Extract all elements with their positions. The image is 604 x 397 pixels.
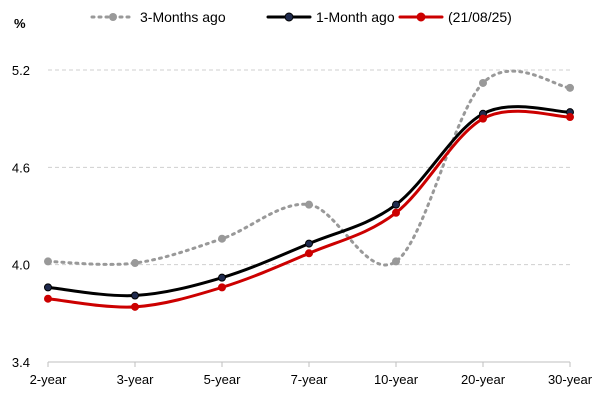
data-point-1-month-ago bbox=[218, 273, 226, 282]
data-point-21-08-25 bbox=[44, 294, 52, 303]
data-point-21-08-25 bbox=[392, 208, 400, 217]
data-point-1-month-ago bbox=[392, 200, 400, 209]
data-point-21-08-25 bbox=[479, 114, 487, 123]
legend: 3-Months ago 1-Month ago (21/08/25) bbox=[90, 9, 512, 25]
series-line-3-months-ago bbox=[46, 69, 572, 267]
data-point-1-month-ago bbox=[131, 291, 139, 300]
legend-item-21-08-25: (21/08/25) bbox=[398, 9, 512, 25]
data-point-3-months-ago bbox=[479, 78, 487, 87]
data-point-3-months-ago bbox=[305, 200, 313, 209]
data-point-1-month-ago bbox=[305, 239, 313, 248]
data-point-3-months-ago bbox=[218, 234, 226, 243]
y-axis-unit-label: % bbox=[14, 16, 26, 31]
data-point-1-month-ago bbox=[44, 283, 52, 292]
y-tick-label: 4.0 bbox=[12, 258, 30, 273]
y-tick-label: 3.4 bbox=[12, 355, 30, 370]
x-tick-label: 2-year bbox=[30, 372, 68, 387]
y-tick-label: 4.6 bbox=[12, 160, 30, 175]
legend-item-1-month-ago: 1-Month ago bbox=[266, 9, 395, 25]
legend-label: (21/08/25) bbox=[448, 9, 512, 25]
data-point-21-08-25 bbox=[305, 249, 313, 258]
legend-item-3-months-ago: 3-Months ago bbox=[90, 9, 226, 25]
series-layer bbox=[44, 69, 574, 311]
data-point-3-months-ago bbox=[566, 83, 574, 92]
legend-label: 1-Month ago bbox=[316, 9, 395, 25]
axis-layer: 3.4 4.0 4.6 5.2 2-year 3-year 5-year 7-year 10-y… bbox=[12, 63, 593, 387]
y-tick-label: 5.2 bbox=[12, 63, 30, 78]
x-tick-label: 30-year bbox=[548, 372, 593, 387]
x-tick-label: 7-year bbox=[291, 372, 329, 387]
x-tick-label: 3-year bbox=[117, 372, 155, 387]
x-tick-label: 10-year bbox=[374, 372, 419, 387]
legend-swatch-marker bbox=[109, 13, 117, 21]
data-point-3-months-ago bbox=[131, 259, 139, 268]
data-point-21-08-25 bbox=[131, 302, 139, 311]
legend-swatch-marker bbox=[416, 12, 426, 22]
legend-label: 3-Months ago bbox=[140, 9, 226, 25]
series-line-21-08-25 bbox=[46, 109, 572, 309]
data-point-21-08-25 bbox=[218, 283, 226, 292]
data-point-3-months-ago bbox=[44, 257, 52, 266]
x-tick-label: 5-year bbox=[204, 372, 242, 387]
data-point-21-08-25 bbox=[566, 113, 574, 122]
grid-layer bbox=[48, 69, 570, 266]
legend-swatch-marker bbox=[284, 12, 294, 22]
data-point-3-months-ago bbox=[392, 257, 400, 266]
x-tick-label: 20-year bbox=[461, 372, 506, 387]
